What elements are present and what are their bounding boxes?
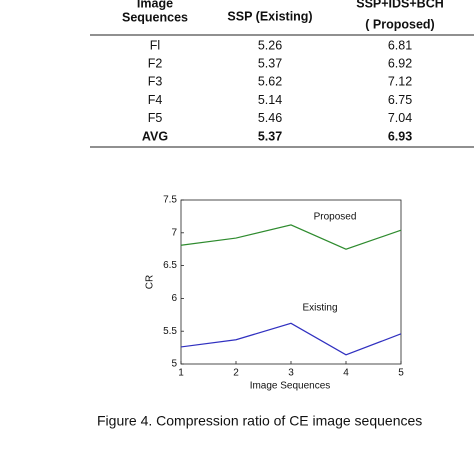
table-cell: 6.81: [388, 38, 412, 52]
table-cell: Fl: [150, 38, 160, 52]
y-tick-label: 6: [171, 293, 177, 304]
x-axis-label: Image Sequences: [250, 381, 331, 392]
x-tick-label: 5: [398, 368, 404, 379]
table-cell: F2: [148, 56, 163, 70]
table-cell: F3: [148, 75, 163, 89]
table-header: ( Proposed): [365, 17, 434, 31]
series-label: Proposed: [314, 212, 357, 223]
table-cell: 7.12: [388, 75, 412, 89]
table-cell: F5: [148, 111, 163, 125]
table-cell: 5.62: [258, 75, 282, 89]
x-tick-label: 4: [343, 368, 349, 379]
table-header: SSP (Existing): [227, 9, 312, 23]
table-cell: 6.92: [388, 56, 412, 70]
table-cell: 5.46: [258, 111, 282, 125]
y-tick-label: 7: [171, 227, 177, 238]
table-cell: 7.04: [388, 111, 412, 125]
y-axis-label: CR: [145, 275, 156, 289]
caption: Figure 4. Compression ratio of CE image …: [97, 413, 422, 429]
table-cell: 5.37: [258, 56, 282, 70]
table-header: Image: [137, 0, 173, 10]
table-cell: AVG: [142, 129, 168, 143]
x-tick-label: 3: [288, 368, 294, 379]
table-cell: 5.26: [258, 38, 282, 52]
y-tick-label: 7.5: [163, 195, 177, 206]
y-tick-label: 5: [171, 359, 177, 370]
table-cell: 5.14: [258, 93, 282, 107]
line-series: [180, 224, 402, 250]
table-cell: F4: [148, 93, 163, 107]
table-cell: 6.93: [388, 129, 412, 143]
table-cell: 6.75: [388, 93, 412, 107]
line-series: [180, 322, 402, 356]
table-cell: 5.37: [258, 129, 282, 143]
y-tick-label: 6.5: [163, 260, 177, 271]
x-tick-label: 2: [233, 368, 239, 379]
series-label: Existing: [302, 303, 337, 314]
x-tick-label: 1: [178, 368, 184, 379]
y-tick-label: 5.5: [163, 326, 177, 337]
table-header: SSP+IDS+BCH: [356, 0, 444, 10]
table-header: Sequences: [122, 10, 188, 24]
